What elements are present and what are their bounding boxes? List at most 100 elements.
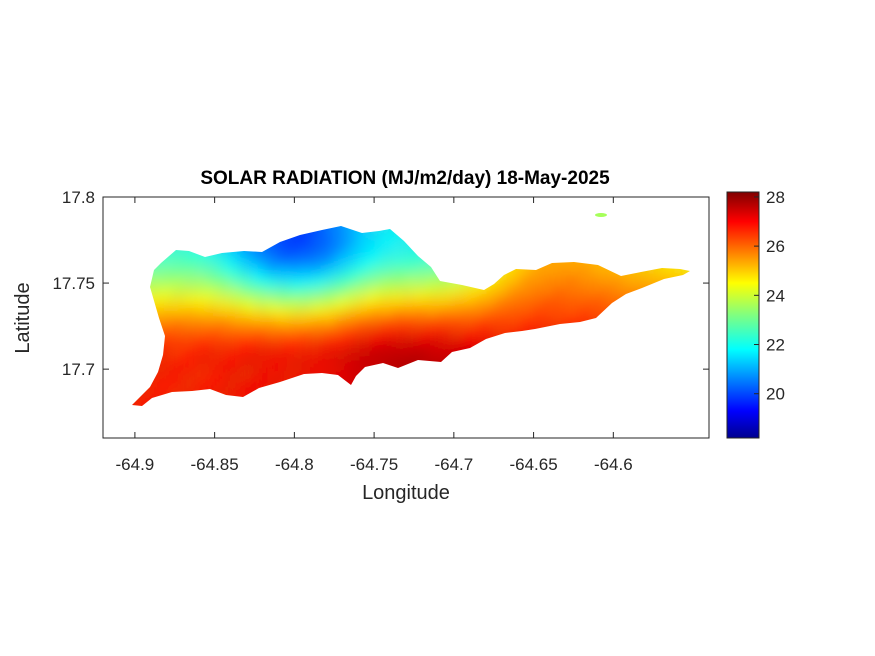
- heatmap-cell: [160, 252, 168, 260]
- heatmap-cell: [421, 272, 429, 281]
- heatmap-cell: [307, 226, 315, 233]
- heatmap-cell: [683, 396, 690, 405]
- heatmap-cell: [122, 273, 129, 280]
- heatmap-cell: [409, 286, 417, 294]
- heatmap-cell: [518, 417, 525, 424]
- heatmap-cell: [339, 265, 346, 274]
- heatmap-cell: [205, 307, 213, 315]
- heatmap-cell: [173, 314, 181, 322]
- heatmap-cell: [185, 362, 193, 370]
- heatmap-cell: [403, 211, 410, 218]
- heatmap-cell: [619, 245, 627, 253]
- heatmap-cell: [217, 279, 225, 288]
- heatmap-cell: [268, 348, 276, 356]
- heatmap-cell: [652, 218, 659, 225]
- heatmap-cell: [135, 410, 142, 417]
- heatmap-cell: [683, 238, 690, 246]
- heatmap-cell: [664, 382, 672, 391]
- heatmap-cell: [434, 389, 442, 398]
- heatmap-cell: [581, 334, 589, 343]
- heatmap-cell: [211, 382, 219, 391]
- heatmap-cell: [173, 245, 181, 253]
- heatmap-cell: [441, 362, 449, 370]
- heatmap-cell: [575, 314, 583, 322]
- heatmap-cell: [575, 327, 583, 336]
- heatmap-cell: [132, 286, 136, 294]
- heatmap-cell: [492, 417, 499, 424]
- heatmap-cell: [396, 362, 404, 370]
- heatmap-cell: [581, 369, 589, 377]
- heatmap-cell: [402, 389, 410, 398]
- heatmap-cell: [307, 362, 315, 370]
- heatmap-cell: [358, 431, 365, 438]
- heatmap-cell: [256, 327, 264, 336]
- heatmap-cell: [314, 218, 321, 225]
- heatmap-cell: [434, 327, 442, 336]
- heatmap-cell: [657, 334, 665, 343]
- heatmap-cell: [530, 300, 538, 308]
- heatmap-cell: [696, 342, 703, 349]
- heatmap-cell: [326, 293, 334, 301]
- heatmap-cell: [421, 355, 429, 363]
- heatmap-cell: [537, 424, 544, 431]
- heatmap-cell: [543, 348, 551, 356]
- heatmap-cell: [268, 396, 276, 405]
- heatmap-cell: [249, 279, 257, 288]
- heatmap-cell: [657, 286, 665, 294]
- heatmap-cell: [549, 348, 557, 356]
- heatmap-cell: [689, 265, 690, 274]
- heatmap-cell: [109, 369, 116, 376]
- heatmap-cell: [384, 410, 391, 417]
- heatmap-cell: [498, 403, 506, 406]
- heatmap-cell: [148, 410, 155, 417]
- heatmap-cell: [231, 424, 238, 431]
- heatmap-cell: [345, 341, 353, 350]
- heatmap-cell: [166, 403, 174, 406]
- heatmap-cell: [236, 389, 244, 398]
- heatmap-cell: [205, 252, 213, 260]
- heatmap-cell: [651, 403, 659, 406]
- heatmap-cell: [568, 355, 576, 363]
- heatmap-cell: [434, 307, 442, 315]
- heatmap-cell: [492, 424, 499, 431]
- heatmap-cell: [511, 197, 518, 204]
- heatmap-cell: [479, 314, 487, 322]
- heatmap-cell: [543, 376, 551, 384]
- heatmap-cell: [198, 286, 206, 294]
- heatmap-cell: [211, 252, 219, 260]
- heatmap-cell: [677, 245, 685, 253]
- heatmap-cell: [205, 231, 213, 239]
- heatmap-cell: [147, 300, 155, 308]
- heatmap-cell: [460, 307, 468, 315]
- heatmap-cell: [581, 431, 588, 438]
- heatmap-cell: [383, 238, 391, 246]
- heatmap-cell: [434, 348, 442, 356]
- heatmap-cell: [428, 403, 436, 406]
- heatmap-cell: [620, 424, 627, 431]
- heatmap-cell: [479, 265, 487, 274]
- heatmap-cell: [594, 258, 602, 267]
- heatmap-cell: [198, 327, 206, 336]
- heatmap-cell: [217, 307, 225, 315]
- heatmap-cell: [166, 355, 174, 363]
- heatmap-cell: [116, 397, 123, 404]
- heatmap-cell: [345, 362, 353, 370]
- heatmap-cell: [671, 204, 678, 211]
- heatmap-cell: [231, 431, 238, 438]
- heatmap-cell: [581, 300, 589, 308]
- heatmap-cell: [237, 204, 244, 211]
- heatmap-cell: [536, 362, 544, 370]
- heatmap-cell: [390, 320, 398, 329]
- heatmap-cell: [632, 396, 640, 405]
- heatmap-cell: [651, 226, 659, 233]
- heatmap-cell: [103, 218, 110, 225]
- heatmap-cell: [313, 369, 321, 377]
- heatmap-cell: [345, 355, 353, 363]
- heatmap-cell: [657, 355, 665, 363]
- heatmap-cell: [256, 410, 263, 417]
- heatmap-cell: [632, 265, 640, 274]
- heatmap-cell: [314, 424, 321, 431]
- heatmap-cell: [651, 389, 659, 398]
- heatmap-cell: [134, 382, 142, 391]
- heatmap-cell: [472, 307, 480, 315]
